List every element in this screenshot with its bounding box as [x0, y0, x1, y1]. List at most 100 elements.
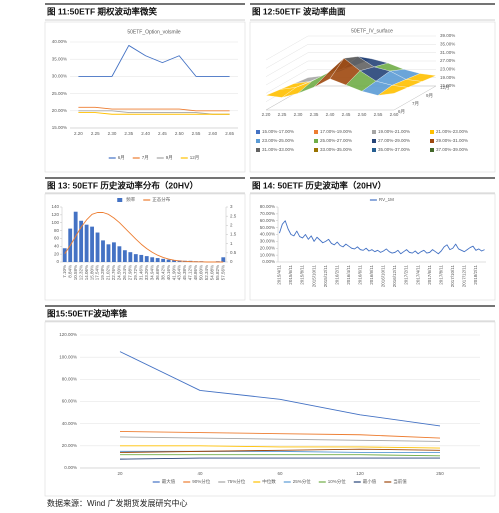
figure-frame: [44, 321, 496, 497]
grid-line: [265, 60, 309, 86]
x-tick-label: 41.90%: [171, 265, 176, 280]
x-tick-label: 250: [436, 471, 444, 476]
z-tick-label: 35.00%: [440, 42, 455, 47]
y-tick-label: 120: [51, 212, 59, 217]
legend-label: 15.00%-17.00%: [262, 129, 294, 134]
figure-frame: [44, 193, 246, 301]
x-tick-label: 2.60: [208, 131, 217, 136]
y-tick-label: 120.00%: [59, 332, 77, 337]
x-tick-label: 2.45: [342, 112, 351, 117]
y-tick-label: 20.00%: [260, 245, 275, 250]
x-tick-label: 15.80%: [89, 265, 94, 280]
x-tick-label: 2016/6/11: [358, 265, 363, 285]
y-tick-label: 40.00%: [52, 39, 67, 44]
x-tick-label: 33.20%: [144, 265, 149, 280]
legend-label: 最大值: [162, 478, 176, 485]
bar: [166, 259, 171, 262]
x-tick-label: 20: [117, 471, 123, 476]
y-tick-label: 20.00%: [52, 108, 67, 113]
x-tick-label: 120: [356, 471, 364, 476]
x-tick-label: 2.35: [124, 131, 133, 136]
x-tick-label: 21.02%: [106, 265, 111, 280]
y-tick-label: 140: [51, 204, 59, 209]
legend-label: 27.00%-29.00%: [378, 138, 410, 143]
legend-swatch: [372, 130, 376, 134]
bar: [221, 257, 226, 262]
figure-12-header: 图 12:50ETF 波动率曲面: [249, 3, 496, 173]
figure-14-header: 图 14: 50ETF 历史波动率（20HV）: [249, 177, 496, 301]
line-series: [78, 106, 230, 112]
legend-swatch: [117, 198, 123, 202]
y-tick-label: 80: [54, 228, 60, 233]
figure-title: 图 12:50ETF 波动率曲面: [252, 6, 346, 16]
x-tick-label: 12.32%: [78, 265, 83, 280]
bar: [79, 220, 84, 262]
x-tick-label: 2.55: [374, 112, 383, 117]
y-tick-label: 40.00%: [62, 421, 77, 426]
x-tick-label: 24.50%: [117, 265, 122, 280]
x-tick-label: 2.20: [74, 131, 83, 136]
legend: 6月 7月 9月 12月: [108, 155, 199, 161]
y-tick-label: 20: [54, 251, 60, 256]
legend-label: 25%分位: [293, 478, 312, 485]
x-tick-label: 57.56%: [220, 265, 225, 280]
x-tick-label: 2.50: [358, 112, 367, 117]
legend-label: 29.00%-31.00%: [436, 138, 468, 143]
x-tick-label: 55.82%: [215, 265, 220, 280]
legend-swatch: [430, 139, 434, 143]
x-tick-label: 2018/2/11: [473, 265, 478, 285]
x-tick-label: 8.84%: [67, 265, 72, 278]
x-tick-label: 26.24%: [122, 265, 127, 280]
bar: [144, 256, 149, 262]
legend-swatch: [314, 139, 318, 143]
legend-label: 31.00%-33.00%: [262, 147, 294, 152]
x-tick-label: 43.64%: [177, 265, 182, 280]
x-tick-label: 40.16%: [166, 265, 171, 280]
x-tick-label: 2017/12/11: [462, 265, 467, 288]
y-tick-label: 60.00%: [260, 218, 275, 223]
x-tick-label: 45.38%: [182, 265, 187, 280]
x-tick-label: 2015/4/11: [277, 265, 282, 285]
x-tick-label: 2016/8/11: [369, 265, 374, 285]
x-tick-label: 2.50: [175, 131, 184, 136]
x-tick-label: 2.40: [326, 112, 335, 117]
line-series: [119, 448, 441, 453]
legend-swatch: [430, 130, 434, 134]
y-tick-label: 60: [54, 236, 60, 241]
x-tick-label: 2015/6/11: [288, 265, 293, 285]
chart-subtitle: 50ETF_Option_volsmile: [127, 29, 181, 35]
y-tick-label: 0.00%: [64, 465, 77, 470]
z-tick-label: 19.00%: [440, 75, 455, 80]
grid-line: [265, 69, 309, 94]
legend-label: 25.00%-27.00%: [320, 138, 352, 143]
legend-label: 37.00%-39.00%: [436, 147, 468, 152]
y-tick-label: 60.00%: [62, 399, 77, 404]
surface-patch: [377, 85, 409, 96]
x-tick-label: 19.28%: [100, 265, 105, 280]
y-tick-label: 35.00%: [52, 56, 67, 61]
x-tick-label: 2017/10/11: [450, 265, 455, 288]
bar: [106, 244, 111, 262]
legend-label: 33.00%-35.00%: [320, 147, 352, 152]
figure-title: 图 14: 50ETF 历史波动率（20HV）: [252, 180, 386, 190]
legend-label: 10%分位: [328, 478, 347, 485]
x-tick-label: 50.60%: [199, 265, 204, 280]
legend-label: 23.00%-25.00%: [262, 138, 294, 143]
y-tick-label: 70.00%: [260, 211, 275, 216]
line-series: [64, 212, 224, 263]
x-tick-label: 7.10%: [62, 265, 67, 278]
legend-swatch: [256, 139, 260, 143]
legend-label: 9月: [166, 155, 173, 161]
bar: [161, 258, 166, 262]
legend-swatch: [372, 148, 376, 152]
bar: [90, 226, 94, 262]
legend-label: 中位数: [262, 478, 276, 485]
legend: 最大值 90%分位 75%分位 中位数 25%分位 10%分位 最小值 当前值: [152, 478, 407, 485]
grid-line: [265, 52, 309, 77]
legend-swatch: [314, 148, 318, 152]
y-tick-label: 25.00%: [52, 91, 67, 96]
bar: [133, 254, 138, 262]
z-tick-label: 23.00%: [440, 67, 455, 72]
x-tick-label: 17.54%: [95, 265, 100, 280]
